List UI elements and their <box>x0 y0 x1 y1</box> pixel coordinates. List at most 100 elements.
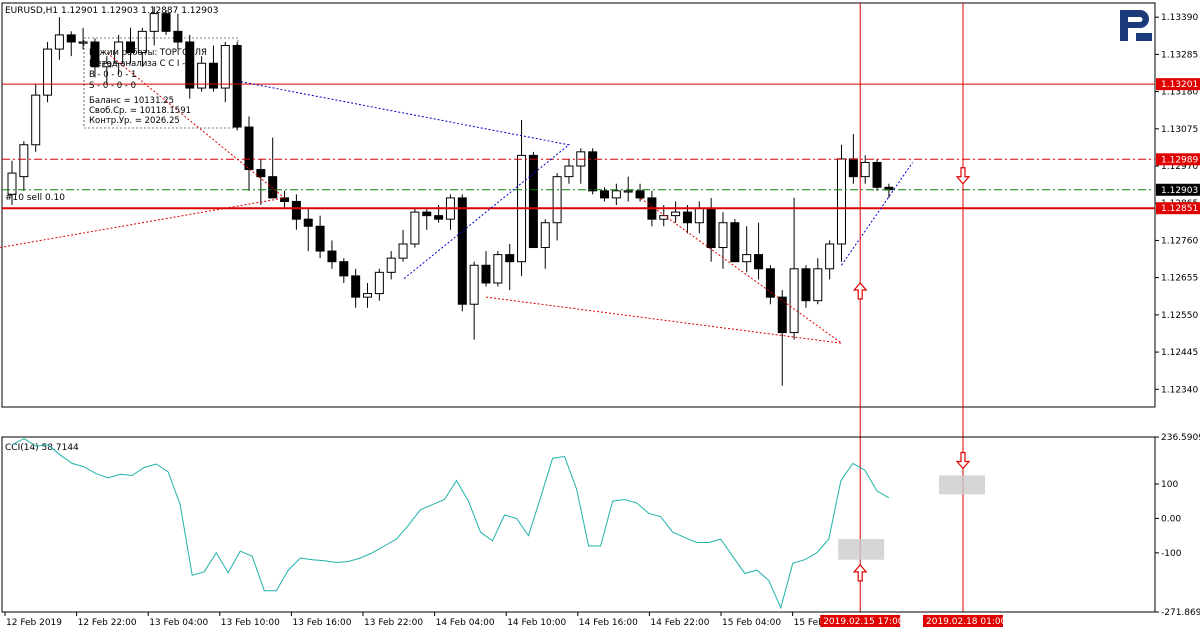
event-time-tag <box>923 615 1003 627</box>
time-tick-label: 12 Feb 22:00 <box>78 618 137 628</box>
trade-label: #10 sell 0.10 <box>5 193 65 203</box>
price-level-label: 1.12903 <box>1161 186 1198 196</box>
info-panel-frame <box>83 37 239 129</box>
time-tick-label: 12 Feb 2019 <box>6 618 62 628</box>
time-tick-label: 13 Feb 22:00 <box>364 618 423 628</box>
candle-bearish <box>327 250 337 263</box>
cci-tick-label: 236.5909 <box>1161 433 1200 443</box>
candle-bearish <box>505 254 515 263</box>
candle-bullish <box>102 62 112 68</box>
time-tick-label: 13 Feb 10:00 <box>221 618 280 628</box>
candle-bearish <box>600 190 609 199</box>
price-tick-label: 1.13075 <box>1161 125 1198 135</box>
candle-bullish <box>469 264 479 305</box>
candle-bullish <box>7 172 17 195</box>
price-tick-label: 1.13390 <box>1161 13 1198 23</box>
info-panel-line: S - 0 - 0 - 0 <box>89 81 136 91</box>
candle-bearish <box>90 41 100 68</box>
candle-bearish <box>481 264 491 284</box>
candle-bearish <box>208 62 218 89</box>
candle-bearish <box>635 190 645 199</box>
info-panel-line: Режим работы: ТОРГОВЛЯ <box>89 48 207 58</box>
buy-signal-arrow <box>852 282 868 300</box>
candle-bearish <box>848 158 858 178</box>
event-time-label: 2019.02.15 17:00 <box>823 617 904 627</box>
candle-bullish <box>363 293 372 298</box>
cci-indicator-pane: 236.5909 100 0.00 -100 -271.8691 CCI(14) 58.7… <box>1 433 1200 618</box>
candle-bearish <box>754 254 764 270</box>
candle-bearish <box>185 41 195 89</box>
candle-bearish <box>682 211 692 224</box>
logo-mark <box>1120 10 1152 41</box>
candle-bullish <box>623 190 633 193</box>
candle-bearish <box>66 34 76 43</box>
price-level-tag <box>1156 78 1200 91</box>
cci-label: CCI(14) 58.7144 <box>5 443 79 453</box>
candle-bullish <box>31 94 41 146</box>
candle-bullish <box>671 211 681 217</box>
price-tick-label: 1.12970 <box>1161 162 1198 172</box>
candle-bullish <box>694 208 704 224</box>
price-tick-label: 1.12760 <box>1161 236 1198 246</box>
candle-bearish <box>256 169 266 178</box>
candle-bearish <box>434 215 444 220</box>
cci-series-line <box>11 438 890 610</box>
candle-bearish <box>126 41 135 54</box>
buy-signal-arrow <box>852 563 868 582</box>
main-price-pane: 1.13390 1.13285 1.13180 1.13075 1.12970 1.128… <box>0 2 1200 612</box>
candle-bearish <box>161 13 171 32</box>
candle-bearish <box>730 222 740 263</box>
candle-bearish <box>173 30 183 43</box>
info-panel-line: B - 0 - 0 - 1 <box>89 70 136 80</box>
price-pane-frame <box>1 2 1156 408</box>
candle-bullish <box>54 34 64 50</box>
cci-tick-label: -100 <box>1161 549 1182 559</box>
info-panel-stat: Баланс = 10131.25 <box>89 96 174 106</box>
price-tick-label: 1.13180 <box>1161 88 1198 98</box>
candle-bullish <box>374 271 384 295</box>
candle-bearish <box>291 200 301 220</box>
candle-bullish <box>386 257 396 273</box>
price-level-label: 1.12989 <box>1161 155 1198 165</box>
sell-signal-arrow <box>955 167 971 185</box>
candle-bearish <box>457 197 467 305</box>
candle-bearish <box>777 296 787 334</box>
candle-bullish <box>197 62 207 89</box>
candle-bullish <box>860 161 870 178</box>
candle-bearish <box>801 268 811 302</box>
candle-bullish <box>718 222 728 249</box>
candle-bearish <box>706 208 716 249</box>
candle-bullish <box>149 13 159 32</box>
candle-bullish <box>220 45 230 89</box>
price-level-label: 1.13201 <box>1161 80 1198 90</box>
cci-pane-frame <box>1 436 1156 613</box>
info-panel-stat: Контр.Ур. = 2026.25 <box>89 116 180 126</box>
candle-bullish <box>493 254 503 284</box>
price-tick-label: 1.12445 <box>1161 348 1198 358</box>
candle-bearish <box>315 225 325 252</box>
time-tick-label: 14 Feb 22:00 <box>650 618 709 628</box>
candle-bearish <box>528 154 538 249</box>
candle-bearish <box>268 176 278 199</box>
price-tick-label: 1.13285 <box>1161 50 1198 60</box>
candle-bearish <box>339 261 349 277</box>
buy-trend-line <box>237 80 571 280</box>
buy-trend-line <box>841 162 914 266</box>
candle-bearish <box>588 151 598 192</box>
price-level-label: 1.12851 <box>1161 204 1198 214</box>
sell-signal-arrow <box>955 451 971 470</box>
price-level-tag <box>1156 183 1200 196</box>
cci-tick-label: -271.8691 <box>1161 608 1200 618</box>
price-tick-label: 1.12340 <box>1161 385 1198 395</box>
candle-bullish <box>78 41 88 44</box>
event-time-tag <box>820 615 901 627</box>
candle-bullish <box>552 176 562 224</box>
candle-bearish <box>422 211 432 217</box>
sell-trend-line <box>0 52 286 248</box>
candle-bullish <box>564 165 574 178</box>
price-level-tag <box>1156 202 1200 215</box>
time-tick-label: 14 Feb 10:00 <box>507 618 566 628</box>
cci-tick-label: 0.00 <box>1161 514 1181 524</box>
